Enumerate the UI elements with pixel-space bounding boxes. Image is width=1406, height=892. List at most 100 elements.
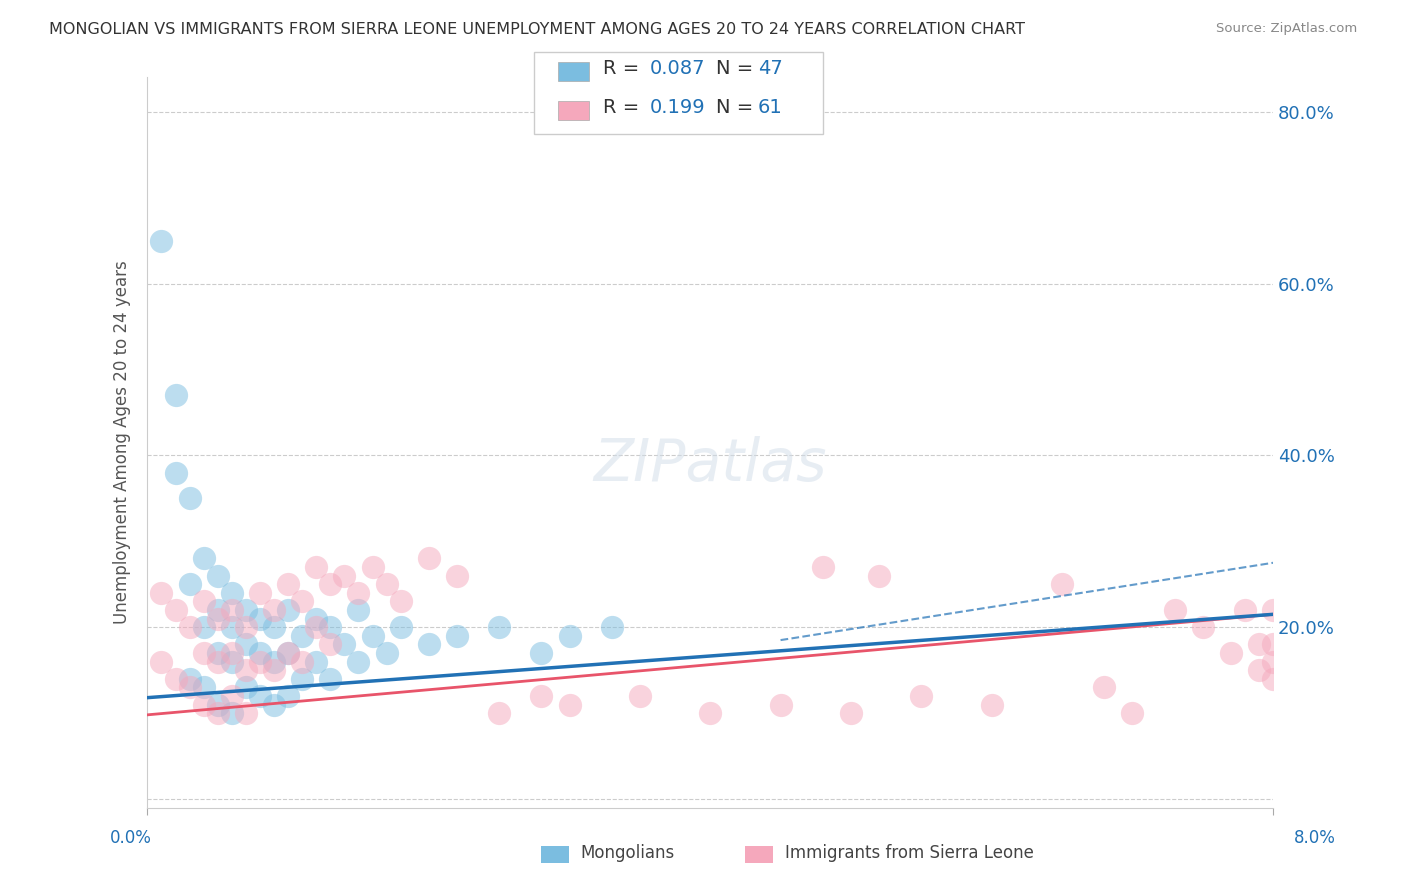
Point: [1092, 681, 1115, 695]
Point: [319, 637, 342, 651]
Point: [347, 655, 370, 669]
Point: [291, 594, 314, 608]
Text: 61: 61: [758, 98, 783, 117]
Point: [249, 586, 271, 600]
Text: R =: R =: [603, 59, 645, 78]
Text: Source: ZipAtlas.com: Source: ZipAtlas.com: [1216, 22, 1357, 36]
Point: [207, 603, 229, 617]
Point: [235, 681, 257, 695]
Text: R =: R =: [603, 98, 652, 117]
Point: [558, 629, 581, 643]
Point: [291, 655, 314, 669]
Text: N =: N =: [716, 59, 759, 78]
Point: [193, 646, 215, 660]
Point: [1247, 663, 1270, 677]
Text: 0.087: 0.087: [650, 59, 704, 78]
Point: [488, 620, 510, 634]
Point: [558, 698, 581, 712]
Point: [446, 568, 468, 582]
Point: [277, 646, 299, 660]
Point: [165, 672, 187, 686]
Point: [249, 646, 271, 660]
Point: [600, 620, 623, 634]
Point: [1261, 637, 1284, 651]
Point: [628, 689, 651, 703]
Point: [1050, 577, 1073, 591]
Point: [193, 594, 215, 608]
Point: [179, 620, 201, 634]
Point: [193, 620, 215, 634]
Point: [910, 689, 932, 703]
Point: [1261, 603, 1284, 617]
Point: [839, 706, 862, 720]
Point: [235, 603, 257, 617]
Point: [1247, 637, 1270, 651]
Point: [277, 577, 299, 591]
Point: [150, 655, 173, 669]
Point: [291, 672, 314, 686]
Point: [333, 637, 356, 651]
Point: [769, 698, 792, 712]
Point: [263, 655, 285, 669]
Point: [305, 620, 328, 634]
Point: [193, 551, 215, 566]
Point: [1261, 655, 1284, 669]
Point: [263, 663, 285, 677]
Point: [375, 577, 398, 591]
Text: N =: N =: [716, 98, 759, 117]
Point: [221, 603, 243, 617]
Point: [150, 586, 173, 600]
Point: [319, 672, 342, 686]
Point: [699, 706, 721, 720]
Point: [1219, 646, 1241, 660]
Point: [193, 698, 215, 712]
Point: [418, 637, 440, 651]
Text: Immigrants from Sierra Leone: Immigrants from Sierra Leone: [785, 844, 1033, 862]
Point: [980, 698, 1002, 712]
Point: [1191, 620, 1213, 634]
Point: [277, 646, 299, 660]
Point: [235, 706, 257, 720]
Text: MONGOLIAN VS IMMIGRANTS FROM SIERRA LEONE UNEMPLOYMENT AMONG AGES 20 TO 24 YEARS: MONGOLIAN VS IMMIGRANTS FROM SIERRA LEON…: [49, 22, 1025, 37]
Point: [207, 706, 229, 720]
Point: [868, 568, 890, 582]
Point: [375, 646, 398, 660]
Point: [446, 629, 468, 643]
Point: [165, 603, 187, 617]
Point: [221, 586, 243, 600]
Point: [319, 577, 342, 591]
Point: [305, 655, 328, 669]
Point: [361, 629, 384, 643]
Point: [235, 620, 257, 634]
Point: [1233, 603, 1256, 617]
Point: [179, 672, 201, 686]
Y-axis label: Unemployment Among Ages 20 to 24 years: Unemployment Among Ages 20 to 24 years: [114, 260, 131, 624]
Text: 0.199: 0.199: [650, 98, 706, 117]
Point: [221, 646, 243, 660]
Point: [277, 689, 299, 703]
Point: [207, 646, 229, 660]
Point: [361, 560, 384, 574]
Point: [221, 655, 243, 669]
Point: [207, 612, 229, 626]
Point: [488, 706, 510, 720]
Point: [235, 637, 257, 651]
Point: [249, 612, 271, 626]
Point: [418, 551, 440, 566]
Point: [249, 689, 271, 703]
Point: [263, 603, 285, 617]
Point: [389, 620, 412, 634]
Point: [1261, 672, 1284, 686]
Point: [179, 577, 201, 591]
Text: ZIPatlas: ZIPatlas: [593, 436, 827, 493]
Point: [165, 466, 187, 480]
Point: [811, 560, 834, 574]
Point: [221, 689, 243, 703]
Point: [221, 706, 243, 720]
Point: [221, 620, 243, 634]
Point: [165, 388, 187, 402]
Point: [207, 568, 229, 582]
Text: Mongolians: Mongolians: [581, 844, 675, 862]
Point: [249, 655, 271, 669]
Point: [179, 681, 201, 695]
